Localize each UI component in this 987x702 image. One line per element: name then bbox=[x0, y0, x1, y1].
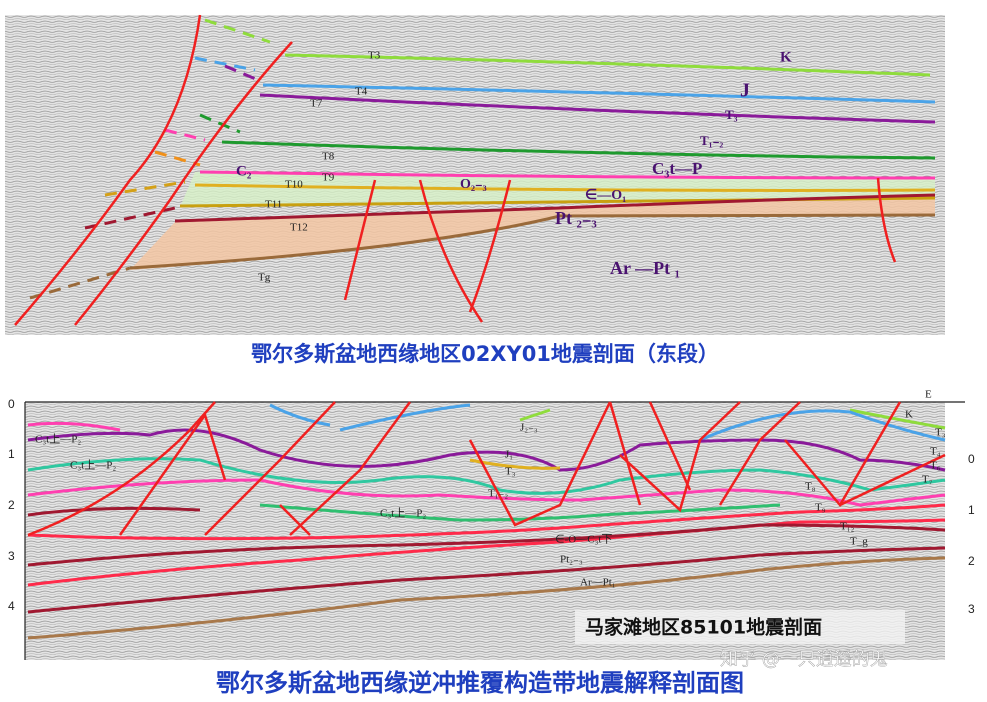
label: T10 bbox=[285, 179, 303, 191]
label: T₄ bbox=[930, 446, 941, 458]
horizon bbox=[194, 56, 256, 72]
label: T₈ bbox=[805, 481, 816, 493]
label: T₆ bbox=[930, 460, 941, 472]
label: E bbox=[925, 389, 932, 401]
axis-tick-label: 3 bbox=[8, 549, 15, 563]
label: T₁₂ bbox=[840, 521, 855, 533]
axis-tick-label: 0 bbox=[968, 452, 975, 466]
horizon bbox=[194, 183, 936, 192]
fault bbox=[343, 179, 377, 301]
label: T_g bbox=[850, 536, 868, 548]
label: K bbox=[780, 49, 792, 65]
horizon bbox=[204, 18, 271, 44]
label: C₃t上—P₂ bbox=[35, 433, 81, 446]
label: J bbox=[740, 80, 750, 102]
horizon bbox=[27, 503, 946, 541]
label: T11 bbox=[265, 199, 282, 211]
label: ∈—O₁ bbox=[585, 188, 626, 203]
axis-tick-label: 1 bbox=[8, 447, 15, 461]
horizon bbox=[84, 206, 176, 230]
horizon bbox=[262, 83, 936, 104]
fault bbox=[14, 14, 202, 326]
horizon bbox=[224, 64, 259, 82]
axis-tick-label: 4 bbox=[8, 599, 15, 613]
horizon bbox=[284, 53, 931, 77]
caption: 马家滩地区85101地震剖面 bbox=[585, 616, 822, 639]
label: T₁₋₂ bbox=[488, 488, 508, 500]
horizon bbox=[174, 193, 936, 223]
label: T₃ bbox=[725, 107, 738, 122]
label: Pt ₂₋₃ bbox=[555, 208, 597, 228]
caption-box bbox=[575, 610, 905, 644]
label: T8 bbox=[322, 151, 335, 163]
horizon bbox=[104, 180, 186, 197]
label: T3 bbox=[368, 50, 381, 62]
horizon bbox=[164, 128, 206, 142]
label: ∈-O—C₃t下 bbox=[555, 534, 612, 546]
fault bbox=[876, 177, 897, 263]
horizon bbox=[469, 458, 561, 470]
label: C₃t上—P₂ bbox=[380, 507, 426, 520]
horizon bbox=[199, 170, 936, 180]
label: J₂₋₃ bbox=[520, 422, 538, 434]
label: J₁ bbox=[505, 449, 513, 461]
label: T₃ bbox=[935, 427, 946, 439]
horizon bbox=[29, 266, 131, 300]
watermark: 知乎 @一只逍遥的鬼 bbox=[720, 649, 888, 670]
axis-tick-label: 2 bbox=[8, 498, 15, 512]
horizon bbox=[129, 213, 936, 270]
label: C₃t—P bbox=[652, 159, 702, 178]
axis-tick-label: 2 bbox=[968, 554, 975, 568]
label: T9 bbox=[322, 172, 335, 184]
label: C₃t上—P₂ bbox=[70, 459, 116, 472]
label: T₇ bbox=[922, 474, 933, 486]
label: T₁₋₂ bbox=[700, 133, 723, 148]
horizon bbox=[27, 428, 946, 472]
label: K bbox=[905, 409, 913, 421]
axis-tick-label: 3 bbox=[968, 602, 975, 616]
fault bbox=[468, 179, 512, 313]
label: C₂ bbox=[236, 163, 252, 179]
fault bbox=[74, 41, 293, 326]
fault bbox=[27, 401, 946, 537]
label: T12 bbox=[290, 222, 308, 234]
horizon bbox=[221, 140, 936, 160]
label: O₂₋₃ bbox=[460, 177, 487, 192]
horizon bbox=[27, 457, 946, 495]
label: T4 bbox=[355, 86, 368, 98]
label: T7 bbox=[310, 98, 323, 110]
axis-tick-label: 1 bbox=[968, 503, 975, 517]
label: Ar —Pt ₁ bbox=[610, 258, 680, 278]
bottom-section: C₃t上—P₂ C₃t上—P₂ J₂₋₃ J₁ T₃ T₁₋₂ C₃t上—P₂ … bbox=[8, 389, 975, 660]
horizon bbox=[27, 506, 946, 614]
horizon bbox=[199, 113, 241, 134]
label: T₉ bbox=[815, 502, 826, 514]
label: Ar—Pt₁ bbox=[580, 577, 616, 589]
horizon bbox=[519, 408, 946, 430]
label: T₃ bbox=[505, 466, 516, 478]
caption: 鄂尔多斯盆地西缘地区02XY01地震剖面（东段） bbox=[251, 342, 719, 366]
horizon bbox=[154, 150, 201, 167]
horizon bbox=[259, 93, 936, 124]
label: Tg bbox=[258, 272, 271, 284]
axis-tick-label: 0 bbox=[8, 397, 15, 411]
horizon bbox=[269, 403, 946, 442]
label: Pt₂₋₃ bbox=[560, 554, 583, 566]
figure-title: 鄂尔多斯盆地西缘逆冲推覆构造带地震解释剖面图 bbox=[216, 669, 744, 697]
horizon bbox=[27, 518, 946, 587]
horizon bbox=[27, 556, 946, 640]
top-section: T3 K J T4 T7 T₃ T₁₋₂ T8 C₂ C₃t—P T10 T9 … bbox=[5, 14, 945, 335]
